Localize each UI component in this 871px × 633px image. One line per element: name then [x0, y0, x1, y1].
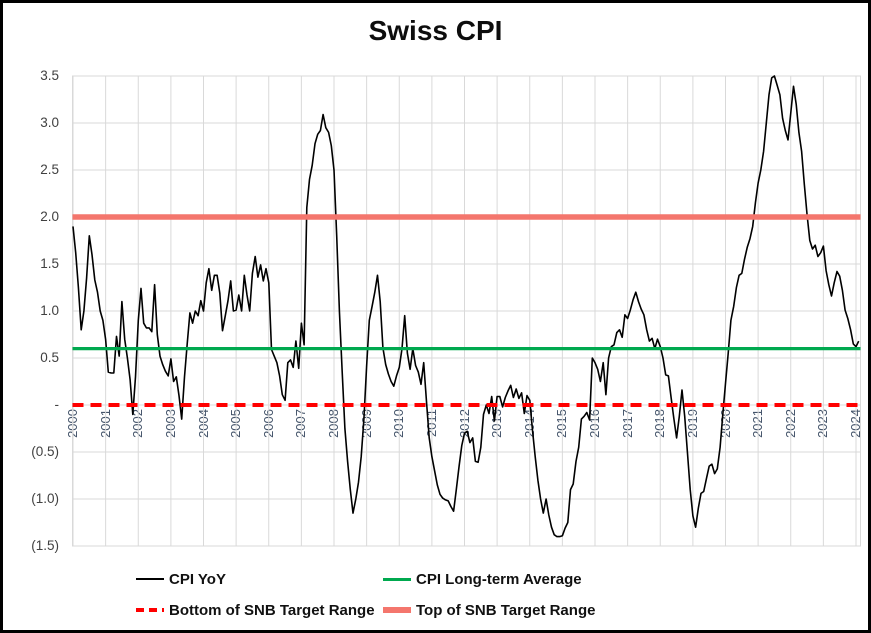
y-axis-tick-label: 3.5 — [40, 68, 59, 83]
legend-item-cpi-yoy: CPI YoY — [136, 569, 226, 589]
gridlines-layer — [72, 75, 861, 547]
legend-item-long-term-average: CPI Long-term Average — [383, 569, 582, 589]
y-axis-tick-label: - — [54, 397, 60, 412]
y-axis-tick-label: (0.5) — [31, 444, 59, 459]
y-axis-tick-label: 0.5 — [40, 350, 59, 365]
y-axis-tick-label: 1.0 — [40, 303, 59, 318]
y-axis-tick-label: (1.5) — [31, 538, 59, 553]
legend-item-top-snb-range: Top of SNB Target Range — [383, 600, 595, 620]
y-axis-tick-label: 2.5 — [40, 162, 59, 177]
legend-label-cpi-yoy: CPI YoY — [169, 570, 226, 588]
y-axis-tick-label: (1.0) — [31, 491, 59, 506]
y-axis-tick-label: 2.0 — [40, 209, 59, 224]
legend-label-long-term-average: CPI Long-term Average — [416, 570, 582, 588]
y-axis-tick-label: 1.5 — [40, 256, 59, 271]
legend-label-top-snb-range: Top of SNB Target Range — [416, 601, 596, 619]
legend-item-bottom-snb-range: Bottom of SNB Target Range — [136, 600, 375, 620]
legend-swatch-top-snb-range-line — [383, 607, 411, 613]
legend-swatch-bottom-snb-range-line — [136, 608, 164, 612]
legend-label-bottom-snb-range: Bottom of SNB Target Range — [169, 601, 375, 619]
plot-area: 3.53.02.52.01.51.00.5-(0.5)(1.0)(1.5) 20… — [3, 3, 868, 563]
legend-swatch-long-term-average-line — [383, 577, 411, 581]
y-axis-tick-label: 3.0 — [40, 115, 59, 130]
chart-title: Swiss CPI — [368, 15, 503, 46]
legend-swatch-cpi-yoy-line — [136, 578, 164, 580]
